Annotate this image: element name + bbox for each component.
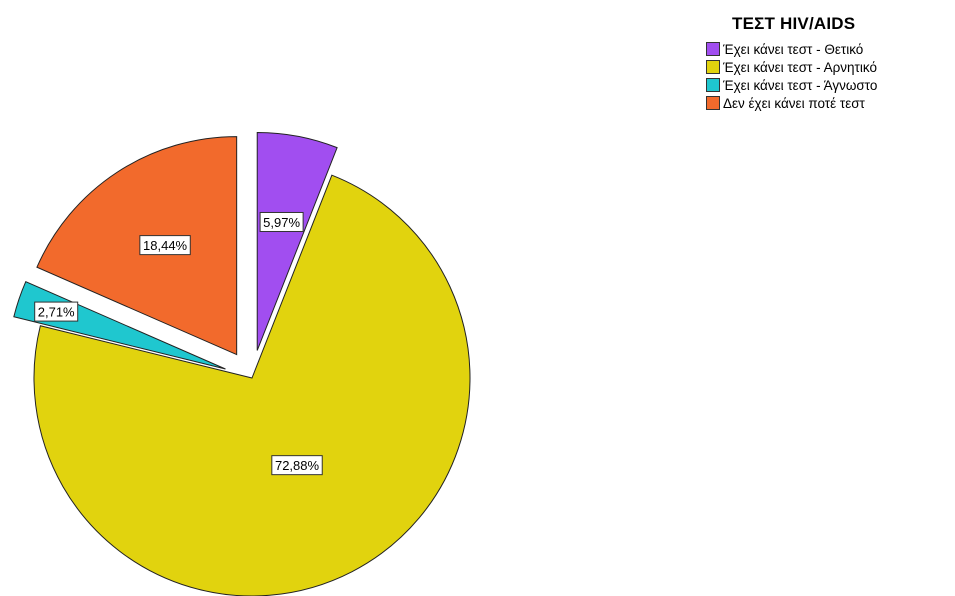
data-label: 18,44% — [139, 235, 191, 256]
pie-slice — [33, 174, 471, 596]
legend-swatch — [706, 60, 720, 74]
data-label-text: 18,44% — [143, 238, 188, 253]
legend-item: Έχει κάνει τεστ - Άγνωστο — [706, 76, 877, 94]
data-label-box — [139, 235, 191, 256]
legend: ΤΕΣΤ HIV/AIDS Έχει κάνει τεστ - Θετικό Έχ… — [706, 14, 877, 112]
legend-label: Έχει κάνει τεστ - Άγνωστο — [723, 77, 878, 93]
data-label-text: 2,71% — [38, 305, 75, 320]
data-label: 72,88% — [271, 455, 323, 476]
data-label: 2,71% — [34, 301, 79, 322]
data-label-text: 5,97% — [263, 215, 300, 230]
pie-slice — [36, 136, 238, 356]
legend-item: Έχει κάνει τεστ - Θετικό — [706, 40, 877, 58]
legend-swatch — [706, 96, 720, 110]
legend-label: Έχει κάνει τεστ - Θετικό — [723, 41, 864, 57]
legend-label: Έχει κάνει τεστ - Αρνητικό — [723, 59, 877, 75]
data-label-text: 72,88% — [275, 458, 320, 473]
legend-swatch — [706, 78, 720, 92]
legend-label: Δεν έχει κάνει ποτέ τεστ — [723, 95, 865, 111]
data-label-box — [271, 455, 323, 476]
pie-slice — [256, 131, 338, 351]
legend-swatch — [706, 42, 720, 56]
legend-item: Έχει κάνει τεστ - Αρνητικό — [706, 58, 877, 76]
data-label: 5,97% — [259, 211, 304, 232]
data-label-box — [34, 301, 79, 322]
legend-title: ΤΕΣΤ HIV/AIDS — [732, 14, 856, 33]
data-label-box — [259, 211, 304, 232]
legend-item: Δεν έχει κάνει ποτέ τεστ — [706, 94, 877, 112]
